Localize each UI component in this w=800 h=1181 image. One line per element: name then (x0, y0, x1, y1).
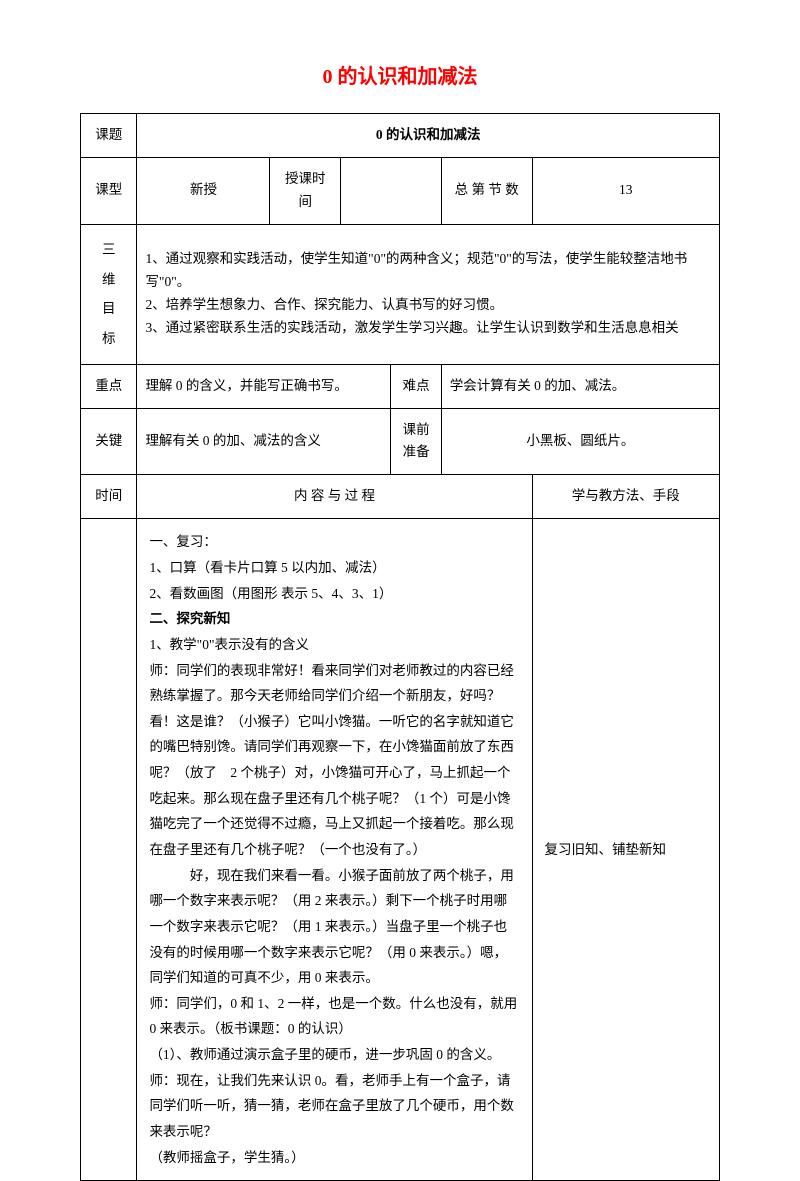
label-pre-class: 课前准备 (391, 408, 441, 475)
label-key: 关键 (81, 408, 137, 475)
page-title: 0 的认识和加减法 (80, 60, 720, 89)
content-line: （1）、教师通过演示盒子里的硬币，进一步巩固 0 的含义。 (149, 1042, 519, 1068)
content-line: 1、教学"0"表示没有的含义 (149, 632, 519, 658)
value-total-sections: 13 (532, 157, 720, 224)
content-line: 2、看数画图（用图形 表示 5、4、3、1） (149, 581, 519, 607)
value-pre-class: 小黑板、圆纸片。 (441, 408, 719, 475)
label-type: 课型 (81, 157, 137, 224)
label-difficulty: 难点 (391, 364, 441, 408)
label-total-sections: 总 第 节 数 (441, 157, 532, 224)
value-key: 理解有关 0 的加、减法的含义 (137, 408, 391, 475)
value-key-point: 理解 0 的含义，并能写正确书写。 (137, 364, 391, 408)
value-objectives: 1、通过观察和实践活动，使学生知道"0"的两种含义；规范"0"的写法，使学生能较… (137, 224, 720, 364)
content-heading: 二、探究新知 (149, 606, 519, 632)
value-type: 新授 (137, 157, 270, 224)
value-topic: 0 的认识和加减法 (137, 114, 720, 158)
label-teach-time: 授课时间 (270, 157, 341, 224)
lesson-plan-table: 课题 0 的认识和加减法 课型 新授 授课时间 总 第 节 数 13 三维目标 … (80, 113, 720, 1181)
time-cell (81, 519, 137, 1181)
label-objectives: 三维目标 (81, 224, 137, 364)
methods-cell: 复习旧知、铺垫新知 (532, 519, 720, 1181)
label-key-point: 重点 (81, 364, 137, 408)
label-topic: 课题 (81, 114, 137, 158)
content-line: 师：同学们的表现非常好！看来同学们对老师教过的内容已经熟练掌握了。那今天老师给同… (149, 658, 519, 709)
label-time: 时间 (81, 475, 137, 519)
label-content-process: 内 容 与 过 程 (137, 475, 532, 519)
content-body: 一、复习： 1、口算（看卡片口算 5 以内加、减法） 2、看数画图（用图形 表示… (137, 519, 532, 1181)
content-line: 看！这是谁？（小猴子）它叫小馋猫。一听它的名字就知道它的嘴巴特别馋。请同学们再观… (149, 709, 519, 863)
content-line: 师：现在，让我们先来认识 0。看，老师手上有一个盒子，请同学们听一听，猜一猜，老… (149, 1068, 519, 1145)
value-difficulty: 学会计算有关 0 的加、减法。 (441, 364, 719, 408)
content-line: （教师摇盒子，学生猜。） (149, 1145, 519, 1171)
label-methods: 学与教方法、手段 (532, 475, 720, 519)
content-line: 1、口算（看卡片口算 5 以内加、减法） (149, 555, 519, 581)
content-line: 师：同学们，0 和 1、2 一样，也是一个数。什么也没有，就用 0 来表示。（板… (149, 991, 519, 1042)
content-line: 一、复习： (149, 529, 519, 555)
content-line: 好，现在我们来看一看。小猴子面前放了两个桃子，用哪一个数字来表示呢？（用 2 来… (149, 863, 519, 991)
value-teach-time (341, 157, 442, 224)
